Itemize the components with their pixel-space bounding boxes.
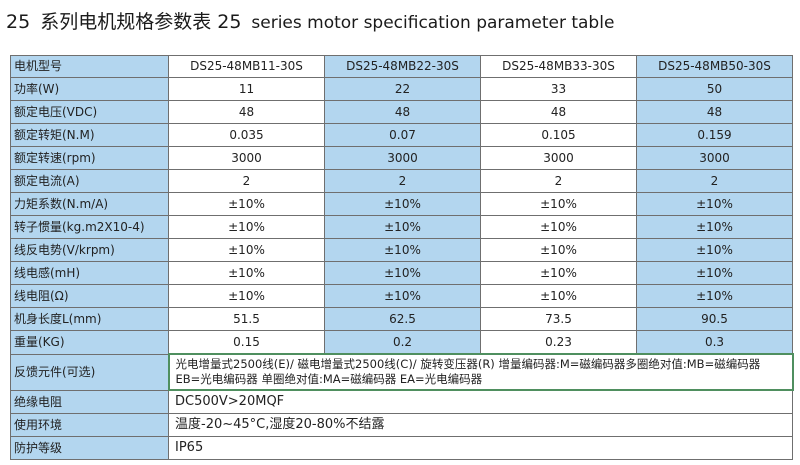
spec-value-cell: 62.5: [324, 307, 481, 331]
spec-value-cell: ±10%: [324, 284, 481, 308]
spec-table: 电机型号 DS25-48MB11-30S DS25-48MB22-30S DS2…: [10, 55, 794, 460]
spec-value-cell: ±10%: [324, 261, 481, 285]
spec-value-cell: ±10%: [480, 238, 637, 262]
spec-row-label: 机身长度L(mm): [10, 307, 169, 331]
spec-value-cell: 0.15: [168, 330, 325, 355]
feedback-row: 反馈元件(可选) 光电增量式2500线(E)/ 磁电增量式2500线(C)/ 旋…: [10, 353, 794, 391]
spec-row-label: 额定电压(VDC): [10, 100, 169, 124]
spec-row: 额定转速(rpm) 3000 3000 3000 3000: [10, 146, 793, 170]
spec-value-cell: 33: [480, 77, 637, 101]
model-cell: DS25-48MB11-30S: [168, 55, 325, 78]
spec-value-cell: ±10%: [324, 192, 481, 216]
spec-value-cell: ±10%: [480, 192, 637, 216]
spec-value-cell: ±10%: [636, 284, 793, 308]
insulation-value: DC500V>20MQF: [168, 389, 793, 414]
feedback-label: 反馈元件(可选): [10, 353, 169, 391]
spec-value-cell: ±10%: [168, 215, 325, 239]
spec-row-label: 重量(KG): [10, 330, 169, 355]
spec-row: 转子惯量(kg.m2X10-4) ±10% ±10% ±10% ±10%: [10, 215, 793, 239]
spec-value-cell: ±10%: [324, 215, 481, 239]
spec-value-cell: 11: [168, 77, 325, 101]
insulation-label: 绝缘电阻: [10, 389, 169, 414]
spec-row-label: 力矩系数(N.m/A): [10, 192, 169, 216]
spec-table-footer: 反馈元件(可选) 光电增量式2500线(E)/ 磁电增量式2500线(C)/ 旋…: [10, 353, 794, 460]
spec-row-label: 转子惯量(kg.m2X10-4): [10, 215, 169, 239]
spec-value-cell: 3000: [168, 146, 325, 170]
feedback-value: 光电增量式2500线(E)/ 磁电增量式2500线(C)/ 旋转变压器(R) 增…: [167, 353, 794, 391]
spec-value-cell: ±10%: [168, 238, 325, 262]
page-title: 25 系列电机规格参数表 25 series motor specification…: [6, 6, 614, 38]
spec-row: 功率(W) 11 22 33 50: [10, 77, 793, 101]
spec-row-label: 线电感(mH): [10, 261, 169, 285]
spec-value-cell: 0.159: [636, 123, 793, 147]
spec-row: 重量(KG) 0.15 0.2 0.23 0.3: [10, 330, 793, 355]
environment-row: 使用环境 温度-20~45°C,湿度20-80%不结露: [10, 413, 793, 437]
title-number: 25: [6, 11, 31, 33]
spec-row: 线电阻(Ω) ±10% ±10% ±10% ±10%: [10, 284, 793, 308]
spec-row-label: 功率(W): [10, 77, 169, 101]
header-row: 电机型号 DS25-48MB11-30S DS25-48MB22-30S DS2…: [10, 55, 793, 78]
spec-value-cell: 0.07: [324, 123, 481, 147]
spec-value-cell: ±10%: [636, 215, 793, 239]
spec-value-cell: ±10%: [636, 238, 793, 262]
spec-value-cell: 0.105: [480, 123, 637, 147]
model-cell: DS25-48MB22-30S: [324, 55, 481, 78]
title-chinese: 系列电机规格参数表 25: [40, 11, 242, 33]
feedback-line-1: 光电增量式2500线(E)/ 磁电增量式2500线(C)/ 旋转变压器(R) 增…: [175, 357, 761, 371]
spec-value-cell: ±10%: [636, 261, 793, 285]
spec-value-cell: 48: [168, 100, 325, 124]
spec-value-cell: 3000: [480, 146, 637, 170]
spec-value-cell: 0.2: [324, 330, 481, 355]
spec-value-cell: 3000: [324, 146, 481, 170]
spec-value-cell: 0.23: [480, 330, 637, 355]
spec-row: 额定电压(VDC) 48 48 48 48: [10, 100, 793, 124]
spec-value-cell: ±10%: [168, 192, 325, 216]
spec-row: 力矩系数(N.m/A) ±10% ±10% ±10% ±10%: [10, 192, 793, 216]
spec-value-cell: 3000: [636, 146, 793, 170]
spec-row: 线电感(mH) ±10% ±10% ±10% ±10%: [10, 261, 793, 285]
spec-value-cell: 48: [324, 100, 481, 124]
spec-value-cell: ±10%: [480, 215, 637, 239]
spec-value-cell: ±10%: [324, 238, 481, 262]
spec-value-cell: ±10%: [480, 261, 637, 285]
spec-value-cell: ±10%: [480, 284, 637, 308]
spec-value-cell: 0.3: [636, 330, 793, 355]
spec-value-cell: ±10%: [636, 192, 793, 216]
model-cell: DS25-48MB33-30S: [480, 55, 637, 78]
spec-value-cell: 90.5: [636, 307, 793, 331]
spec-row: 机身长度L(mm) 51.5 62.5 73.5 90.5: [10, 307, 793, 331]
spec-value-cell: 2: [480, 169, 637, 193]
spec-value-cell: ±10%: [168, 261, 325, 285]
environment-label: 使用环境: [10, 413, 169, 437]
spec-value-cell: 51.5: [168, 307, 325, 331]
spec-row-label: 额定电流(A): [10, 169, 169, 193]
model-cell: DS25-48MB50-30S: [636, 55, 793, 78]
spec-row-label: 线反电势(V/krpm): [10, 238, 169, 262]
spec-value-cell: 48: [480, 100, 637, 124]
spec-table-body: 电机型号 DS25-48MB11-30S DS25-48MB22-30S DS2…: [10, 55, 793, 355]
spec-row: 额定转矩(N.M) 0.035 0.07 0.105 0.159: [10, 123, 793, 147]
protection-row: 防护等级 IP65: [10, 436, 793, 460]
spec-value-cell: 2: [636, 169, 793, 193]
spec-row: 额定电流(A) 2 2 2 2: [10, 169, 793, 193]
spec-value-cell: 22: [324, 77, 481, 101]
spec-value-cell: 50: [636, 77, 793, 101]
title-english: series motor specification parameter tab…: [251, 13, 615, 33]
spec-row-label: 额定转速(rpm): [10, 146, 169, 170]
spec-value-cell: 48: [636, 100, 793, 124]
spec-row: 线反电势(V/krpm) ±10% ±10% ±10% ±10%: [10, 238, 793, 262]
spec-value-cell: 73.5: [480, 307, 637, 331]
feedback-line-2: EB=光电编码器 单圈绝对值:MA=磁编码器 EA=光电编码器: [175, 372, 483, 386]
spec-row-label: 额定转矩(N.M): [10, 123, 169, 147]
protection-label: 防护等级: [10, 436, 169, 460]
insulation-row: 绝缘电阻 DC500V>20MQF: [10, 389, 793, 414]
protection-value: IP65: [168, 436, 793, 460]
environment-value: 温度-20~45°C,湿度20-80%不结露: [168, 413, 793, 437]
header-label: 电机型号: [10, 55, 169, 78]
spec-row-label: 线电阻(Ω): [10, 284, 169, 308]
spec-value-cell: 0.035: [168, 123, 325, 147]
spec-value-cell: 2: [168, 169, 325, 193]
spec-value-cell: 2: [324, 169, 481, 193]
spec-value-cell: ±10%: [168, 284, 325, 308]
